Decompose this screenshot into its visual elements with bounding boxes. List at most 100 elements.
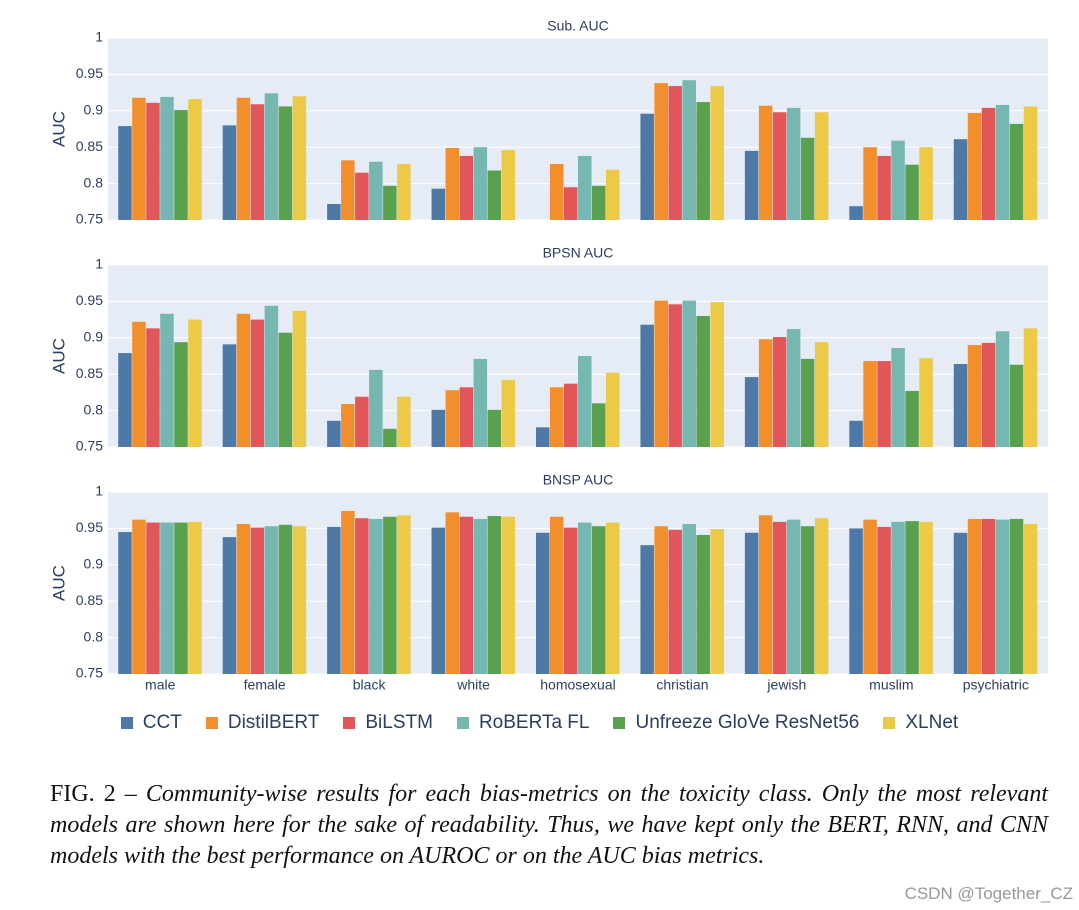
bar: [292, 526, 307, 674]
bar: [682, 524, 696, 674]
bar: [160, 313, 174, 447]
bar: [250, 319, 265, 447]
bar: [786, 107, 801, 220]
bar: [654, 526, 668, 674]
bar: [292, 96, 307, 220]
x-tick-label: homosexual: [540, 677, 616, 693]
bar: [236, 97, 251, 220]
bar: [188, 521, 202, 674]
bar: [891, 140, 905, 220]
bar: [487, 170, 502, 220]
bar: [473, 147, 488, 220]
bar: [578, 522, 592, 674]
bar: [696, 315, 710, 447]
bar: [397, 515, 411, 674]
bar: [849, 420, 863, 447]
bar: [814, 112, 829, 220]
y-tick-label: 0.85: [76, 138, 103, 154]
bar: [668, 529, 682, 674]
bar: [744, 377, 759, 447]
bar: [431, 188, 446, 220]
legend-label: Unfreeze GloVe ResNet56: [635, 712, 860, 733]
bar: [222, 125, 237, 220]
legend-swatch: [120, 717, 133, 729]
bar: [640, 545, 654, 674]
bar: [355, 172, 369, 220]
legend-item: RoBERTa FL: [456, 712, 590, 734]
y-axis-label: AUC: [49, 565, 68, 601]
bar: [536, 427, 550, 447]
bar: [995, 331, 1010, 447]
y-axis-label: AUC: [49, 111, 68, 147]
x-tick-label: male: [145, 677, 176, 693]
bar: [668, 304, 682, 447]
bar: [592, 185, 606, 220]
y-tick-label: 0.8: [84, 401, 104, 417]
y-tick-label: 0.85: [76, 592, 103, 608]
bar: [1023, 524, 1038, 674]
bar: [501, 150, 516, 220]
bar: [786, 329, 801, 447]
bar: [654, 83, 668, 220]
bar: [953, 364, 968, 447]
y-tick-label: 0.95: [76, 519, 103, 535]
bar: [445, 390, 460, 447]
y-tick-label: 0.95: [76, 65, 103, 81]
bar: [355, 396, 369, 447]
bar: [383, 428, 397, 447]
bar: [536, 532, 550, 674]
bar: [174, 342, 188, 447]
bar: [369, 161, 383, 220]
bar: [264, 93, 279, 220]
bar: [174, 522, 188, 674]
bar: [132, 321, 146, 447]
bar: [640, 324, 654, 447]
bar: [250, 527, 265, 674]
bar: [786, 519, 801, 674]
bar: [967, 345, 982, 447]
bar: [550, 387, 564, 447]
bar: [696, 534, 710, 674]
bar: [981, 107, 996, 220]
bar: [877, 155, 891, 220]
watermark: CSDN @Together_CZ: [904, 884, 1073, 903]
bar: [1009, 364, 1024, 447]
y-tick-label: 0.9: [84, 556, 104, 572]
bar: [592, 526, 606, 674]
bar: [967, 112, 982, 220]
bar: [1009, 518, 1024, 674]
bar: [459, 516, 474, 674]
legend-swatch: [343, 717, 356, 729]
y-tick-label: 1: [95, 483, 103, 499]
bar: [473, 518, 488, 674]
legend-label: XLNet: [905, 712, 959, 733]
bar: [550, 163, 564, 220]
bar: [1023, 106, 1038, 220]
bar: [744, 532, 759, 674]
bar: [814, 518, 829, 674]
bar: [236, 524, 251, 674]
y-tick-label: 0.8: [84, 628, 104, 644]
bar: [710, 529, 724, 674]
bar: [1009, 123, 1024, 220]
bar: [487, 516, 502, 674]
chart-title: BPSN AUC: [543, 245, 614, 261]
bar: [278, 524, 293, 674]
legend-swatch: [205, 717, 218, 729]
legend-label: RoBERTa FL: [478, 712, 590, 733]
bar: [487, 409, 502, 447]
bar: [118, 532, 132, 674]
y-tick-label: 0.95: [76, 292, 103, 308]
bar: [981, 518, 996, 674]
bar: [397, 163, 411, 220]
bar: [160, 522, 174, 674]
legend-label: BiLSTM: [365, 712, 433, 733]
bar: [146, 522, 160, 674]
bar: [146, 328, 160, 447]
bar: [640, 113, 654, 220]
bar: [341, 404, 355, 447]
legend-item: Unfreeze GloVe ResNet56: [613, 712, 859, 734]
bar: [905, 390, 919, 447]
bar: [877, 361, 891, 447]
bar: [445, 147, 460, 220]
